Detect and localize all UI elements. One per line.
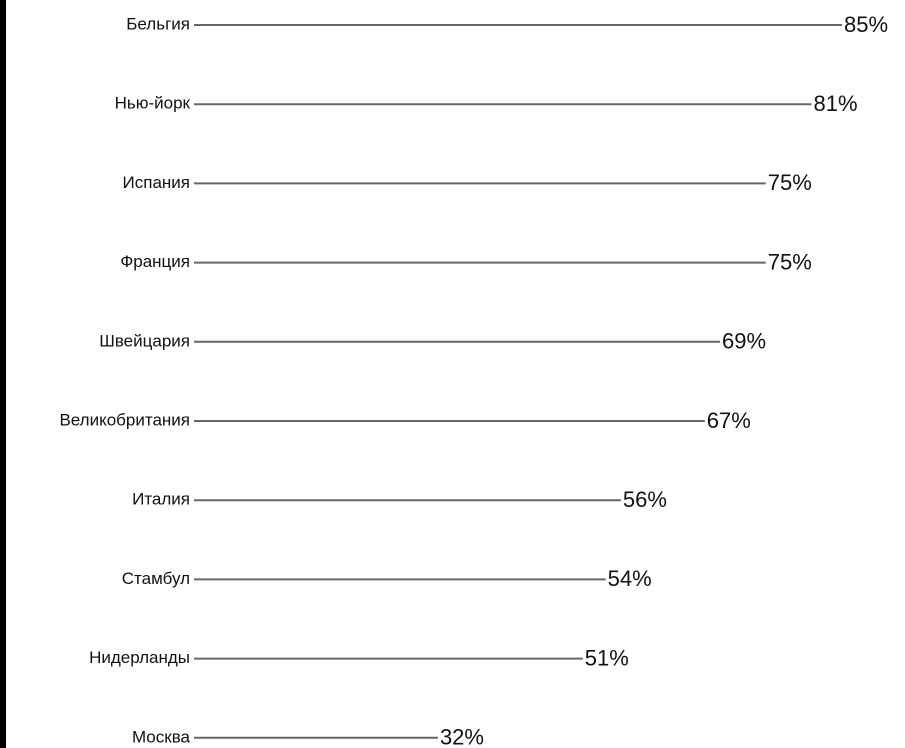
value-label-row-3: 75% (768, 249, 812, 274)
category-label-row-9: Москва (132, 727, 191, 746)
value-label-row-2: 75% (768, 170, 812, 195)
category-label-row-0: Бельгия (126, 14, 190, 33)
category-label-row-1: Нью-йорк (115, 94, 191, 113)
category-label-row-3: Франция (120, 252, 190, 271)
value-label-row-6: 56% (623, 487, 667, 512)
value-label-row-5: 67% (707, 408, 751, 433)
category-label-row-8: Нидерланды (89, 648, 190, 667)
category-label-row-6: Италия (132, 490, 190, 509)
left-edge-strip (0, 0, 6, 748)
category-label-row-7: Стамбул (122, 569, 190, 588)
category-label-row-4: Швейцария (99, 331, 190, 350)
value-label-row-4: 69% (722, 329, 766, 354)
value-label-row-9: 32% (440, 725, 484, 748)
value-label-row-8: 51% (585, 645, 629, 670)
category-label-row-5: Великобритания (59, 410, 190, 429)
value-label-row-7: 54% (608, 566, 652, 591)
value-label-row-0: 85% (844, 12, 888, 37)
value-label-row-1: 81% (814, 91, 858, 116)
category-label-row-2: Испания (123, 173, 190, 192)
